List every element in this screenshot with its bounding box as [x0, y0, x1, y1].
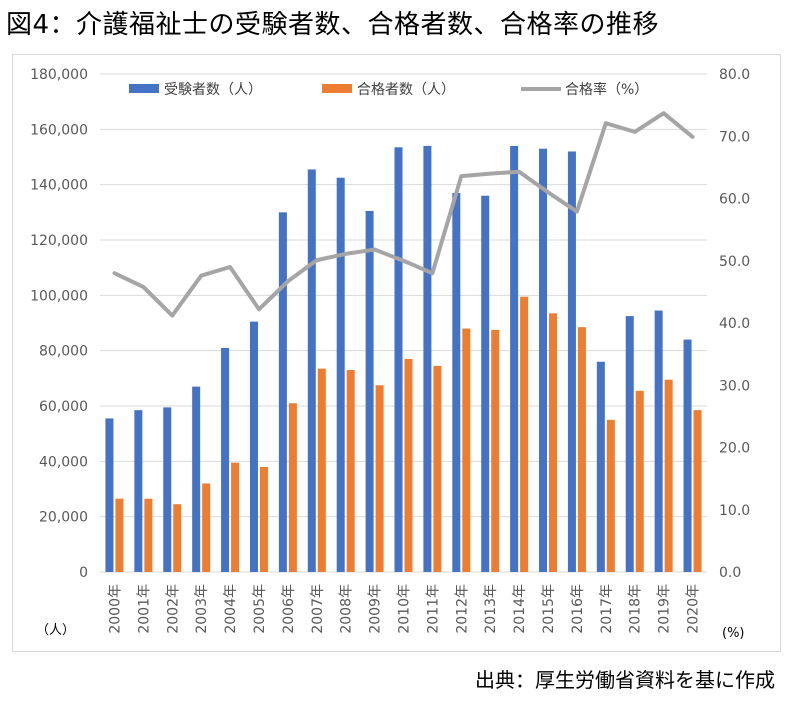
legend-swatch	[129, 84, 159, 93]
x-tick-label: 2005年	[252, 584, 268, 634]
bar	[346, 370, 355, 572]
bar	[404, 358, 413, 572]
bar	[520, 296, 529, 572]
x-tick-label: 2015年	[541, 584, 557, 634]
bar	[173, 504, 182, 572]
bar	[278, 212, 287, 573]
bar	[115, 498, 124, 572]
bar	[221, 347, 230, 572]
legend-label: 合格者数（人）	[357, 82, 455, 98]
y-right-tick-label: 30.0	[719, 378, 750, 394]
x-tick-label: 2012年	[454, 584, 470, 634]
bar	[288, 403, 297, 572]
x-tick-label: 2016年	[570, 584, 586, 634]
x-tick-label: 2004年	[223, 584, 239, 634]
x-tick-label: 2001年	[136, 584, 152, 634]
bar	[317, 368, 326, 572]
bar	[683, 339, 692, 572]
legend-label: 受験者数（人）	[164, 82, 262, 98]
x-tick-label: 2000年	[107, 584, 123, 634]
bar	[375, 385, 384, 572]
bar	[249, 321, 258, 572]
bar	[635, 390, 644, 572]
chart-frame	[12, 54, 781, 652]
y-left-tick-label: 20,000	[39, 510, 88, 526]
x-tick-label: 2011年	[425, 584, 441, 634]
bar	[144, 498, 153, 572]
bar	[539, 148, 548, 572]
page-title: 図4：介護福祉士の受験者数、合格者数、合格率の推移	[6, 10, 660, 40]
bar	[433, 365, 442, 572]
bar	[192, 386, 201, 572]
y-right-tick-label: 0.0	[719, 565, 741, 581]
x-tick-label: 2002年	[165, 584, 181, 634]
x-tick-label: 2007年	[310, 584, 326, 634]
bar	[423, 145, 432, 572]
x-tick-label: 2013年	[483, 584, 499, 634]
bar	[664, 379, 673, 572]
source-note: 出典：厚生労働省資料を基に作成	[475, 668, 775, 692]
bar	[549, 313, 558, 572]
bar	[567, 151, 576, 572]
x-tick-label: 2003年	[194, 584, 210, 634]
x-tick-label: 2008年	[339, 584, 355, 634]
y-right-tick-label: 50.0	[719, 254, 750, 270]
y-left-tick-label: 40,000	[39, 454, 88, 470]
bar	[452, 192, 461, 572]
y-left-tick-label: 60,000	[39, 399, 88, 415]
bar	[481, 195, 490, 572]
y-left-tick-label: 100,000	[30, 288, 88, 304]
y-left-tick-label: 180,000	[30, 67, 88, 83]
bar	[510, 145, 519, 572]
bar	[625, 316, 634, 572]
x-tick-label: 2020年	[686, 584, 702, 634]
bar	[606, 419, 615, 572]
y-left-tick-label: 120,000	[30, 233, 88, 249]
y-right-tick-label: 70.0	[719, 129, 750, 145]
y-right-tick-label: 20.0	[719, 441, 750, 457]
x-tick-label: 2010年	[397, 584, 413, 634]
x-tick-label: 2006年	[281, 584, 297, 634]
bar	[105, 418, 114, 572]
y-right-tick-label: 80.0	[719, 67, 750, 83]
bar	[654, 310, 663, 572]
bar	[231, 462, 240, 572]
bar	[163, 407, 172, 572]
y-right-tick-label: 10.0	[719, 503, 750, 519]
y-left-tick-label: 0	[79, 565, 88, 581]
bar	[577, 327, 586, 572]
bar	[336, 177, 345, 572]
y-left-unit: （人）	[36, 623, 75, 638]
x-tick-label: 2018年	[628, 584, 644, 634]
bar	[365, 210, 374, 572]
x-tick-label: 2009年	[368, 584, 384, 634]
y-left-tick-label: 140,000	[30, 178, 88, 194]
bar	[259, 466, 268, 572]
y-left-tick-label: 160,000	[30, 122, 88, 138]
bar	[134, 410, 143, 572]
line-series	[112, 111, 695, 318]
y-right-tick-label: 40.0	[719, 316, 750, 332]
bar	[693, 410, 702, 572]
x-tick-label: 2014年	[512, 584, 528, 634]
bar	[202, 483, 211, 572]
bar	[394, 147, 403, 573]
bar	[491, 329, 500, 572]
y-right-tick-label: 60.0	[719, 192, 750, 208]
x-tick-label: 2017年	[599, 584, 615, 634]
bar	[307, 169, 316, 572]
bar	[596, 361, 605, 572]
y-right-unit: (%)	[722, 626, 745, 641]
bar	[462, 328, 471, 572]
x-tick-label: 2019年	[657, 584, 673, 634]
legend-swatch	[322, 84, 352, 93]
legend-label: 合格率（%）	[565, 81, 648, 98]
y-left-tick-label: 80,000	[39, 344, 88, 360]
